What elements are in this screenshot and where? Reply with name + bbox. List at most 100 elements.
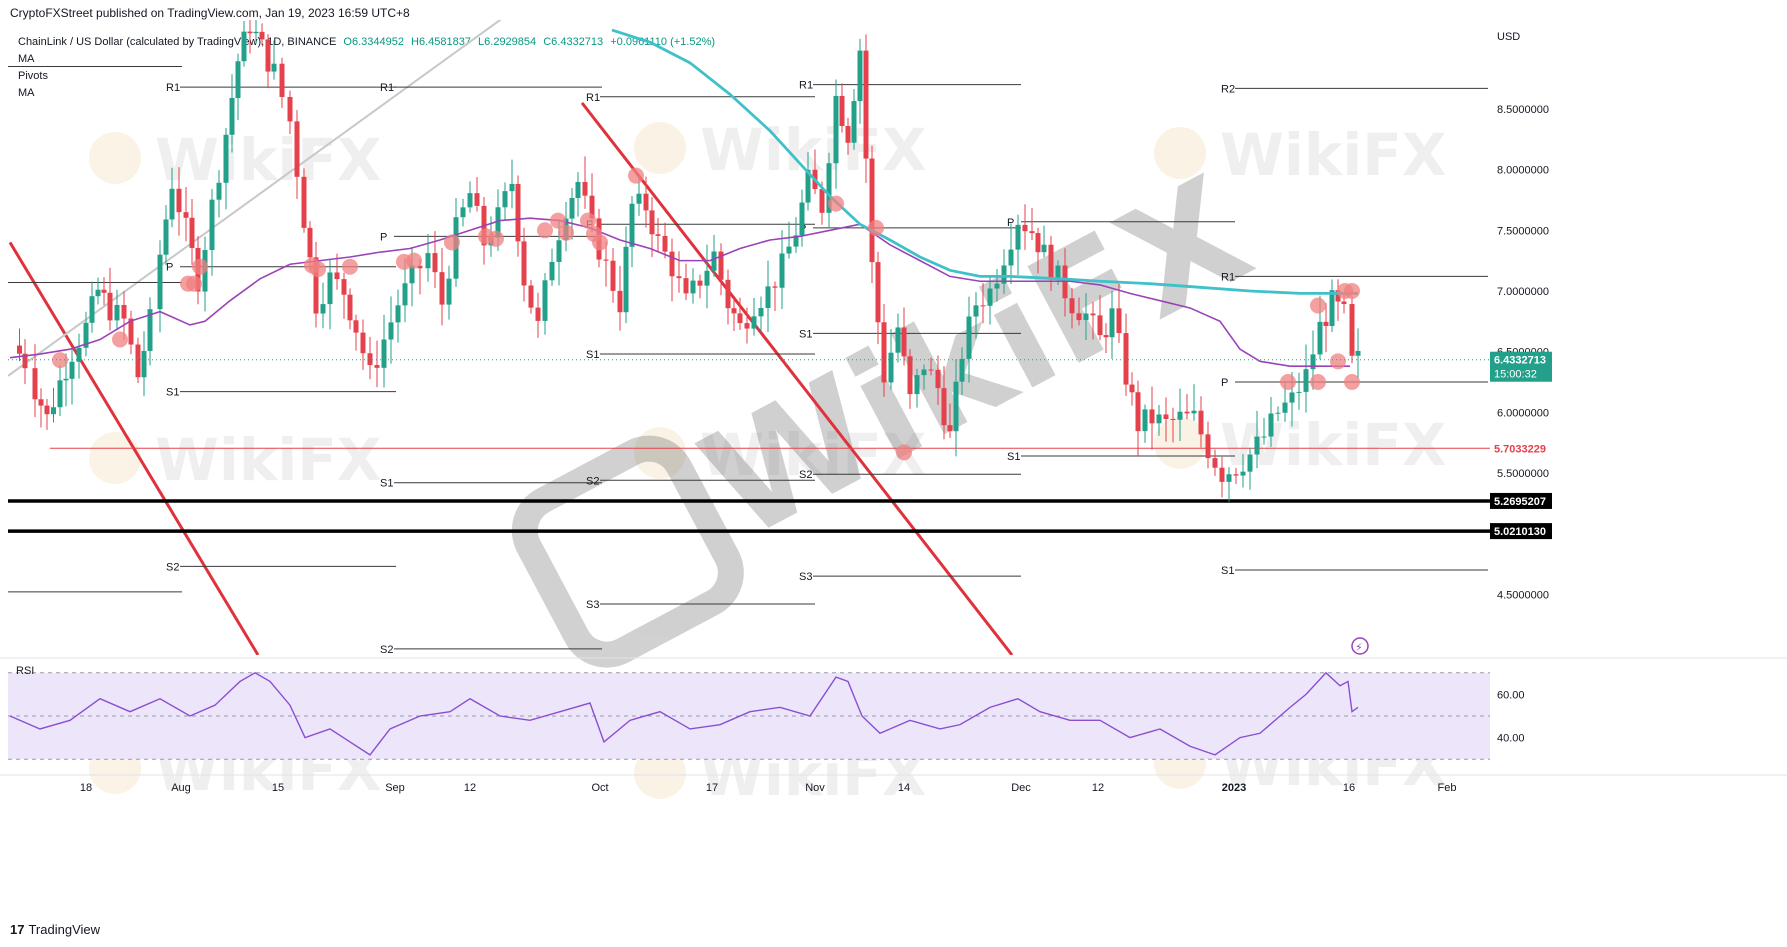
candle-body — [460, 207, 466, 218]
candle-body — [1233, 474, 1239, 476]
candle-body — [176, 188, 182, 213]
candle-body — [32, 368, 38, 400]
candle-body — [1323, 321, 1329, 327]
candle-body — [1303, 369, 1309, 392]
candle-body — [610, 260, 616, 291]
pivot-label: R1 — [586, 92, 600, 104]
candle-body — [1226, 474, 1232, 482]
candle-body — [953, 381, 959, 432]
time-axis-tick: 14 — [898, 782, 910, 794]
time-axis-tick: Aug — [171, 782, 191, 794]
price-axis-tick: 8.5000000 — [1497, 104, 1549, 116]
candle-body — [76, 347, 82, 362]
candle-body — [183, 212, 189, 218]
pivot-label: S2 — [380, 644, 393, 656]
watermark-text: WikiFX — [1220, 121, 1447, 189]
touch-marker — [896, 444, 912, 461]
time-axis-tick: Sep — [385, 782, 405, 794]
pivot-label: S2 — [799, 469, 812, 481]
candle-body — [229, 97, 235, 135]
price-label-text: 5.7033229 — [1494, 443, 1546, 455]
candle-body — [381, 339, 387, 368]
candle-body — [521, 241, 527, 286]
candle-body — [669, 251, 675, 277]
time-axis-tick: Dec — [1011, 782, 1031, 794]
candle-body — [737, 313, 743, 324]
candle-body — [1008, 249, 1014, 266]
legend-indicator-ma[interactable]: MA — [18, 53, 35, 65]
price-axis-unit: USD — [1497, 31, 1520, 43]
candle-body — [1261, 436, 1267, 438]
candle-body — [446, 278, 452, 305]
candle-body — [1048, 244, 1054, 280]
tradingview-logo[interactable]: 17 TradingView — [10, 922, 100, 937]
touch-marker — [488, 230, 504, 247]
rsi-line — [9, 671, 1359, 756]
rsi-series — [9, 671, 1359, 756]
time-axis-tick: Oct — [591, 782, 608, 794]
candle-body — [914, 375, 920, 395]
watermark-logo-icon — [634, 747, 686, 799]
candle-body — [169, 188, 175, 220]
candle-body — [718, 251, 724, 280]
pivot-label: S3 — [799, 571, 812, 583]
candle-body — [1289, 392, 1295, 403]
candle-body — [1191, 410, 1197, 414]
pivot-label: S3 — [586, 599, 599, 611]
touch-marker — [868, 219, 884, 236]
pivot-label: R2 — [1221, 83, 1235, 95]
candle-body — [374, 365, 380, 368]
candle-body — [502, 191, 508, 208]
pivot-label: P — [166, 262, 173, 274]
price-axis-tick: 7.0000000 — [1497, 286, 1549, 298]
candle-body — [697, 280, 703, 286]
candle-body — [1184, 411, 1190, 414]
candle-body — [662, 235, 668, 252]
candle-body — [1170, 419, 1176, 421]
candle-body — [1163, 414, 1169, 420]
price-label-text: 6.4332713 — [1494, 355, 1546, 367]
candle-body — [57, 380, 63, 408]
candle-body — [928, 369, 934, 371]
candle-body — [751, 316, 757, 329]
candle-body — [141, 350, 147, 378]
watermark-logo-icon — [634, 122, 686, 174]
tradingview-glyph-icon: 17 — [10, 922, 25, 937]
candle-body — [980, 305, 986, 307]
candle-body — [341, 279, 347, 295]
candle-body — [589, 195, 595, 219]
candle-body — [786, 246, 792, 254]
touch-marker — [592, 234, 608, 251]
price-axis-tick: 5.5000000 — [1497, 468, 1549, 480]
candle-body — [833, 95, 839, 164]
candle-body — [265, 39, 271, 72]
trendline-red-descending-2 — [580, 101, 1014, 655]
legend-low: L6.2929854 — [478, 36, 537, 48]
candle-body — [216, 182, 222, 200]
legend-row-ohlc: ChainLink / US Dollar (calculated by Tra… — [18, 34, 719, 51]
touch-marker — [342, 258, 358, 275]
pivot-label: P — [1007, 217, 1014, 229]
candle-body — [515, 183, 521, 242]
candle-body — [683, 278, 689, 294]
candle-body — [826, 163, 832, 213]
price-label-text: 5.2695207 — [1494, 496, 1546, 508]
candle-body — [959, 358, 965, 382]
candle-body — [1129, 384, 1135, 393]
legend-indicator-ma-2[interactable]: MA — [18, 87, 35, 99]
legend-indicator-pivots[interactable]: Pivots — [18, 70, 48, 82]
candle-body — [1341, 301, 1347, 305]
candle-body — [549, 261, 555, 281]
candle-body — [690, 280, 696, 294]
legend-symbol[interactable]: ChainLink / US Dollar (calculated by Tra… — [18, 36, 337, 48]
candle-body — [360, 332, 366, 354]
pivot-label: R1 — [799, 80, 813, 92]
price-label: 5.7033229 — [1490, 440, 1552, 457]
candle-body — [247, 31, 253, 34]
candle-body — [1219, 467, 1225, 482]
candle-body — [629, 203, 635, 247]
candle-body — [439, 272, 445, 305]
touch-marker — [580, 212, 596, 229]
symbol-legend: ChainLink / US Dollar (calculated by Tra… — [18, 34, 719, 102]
